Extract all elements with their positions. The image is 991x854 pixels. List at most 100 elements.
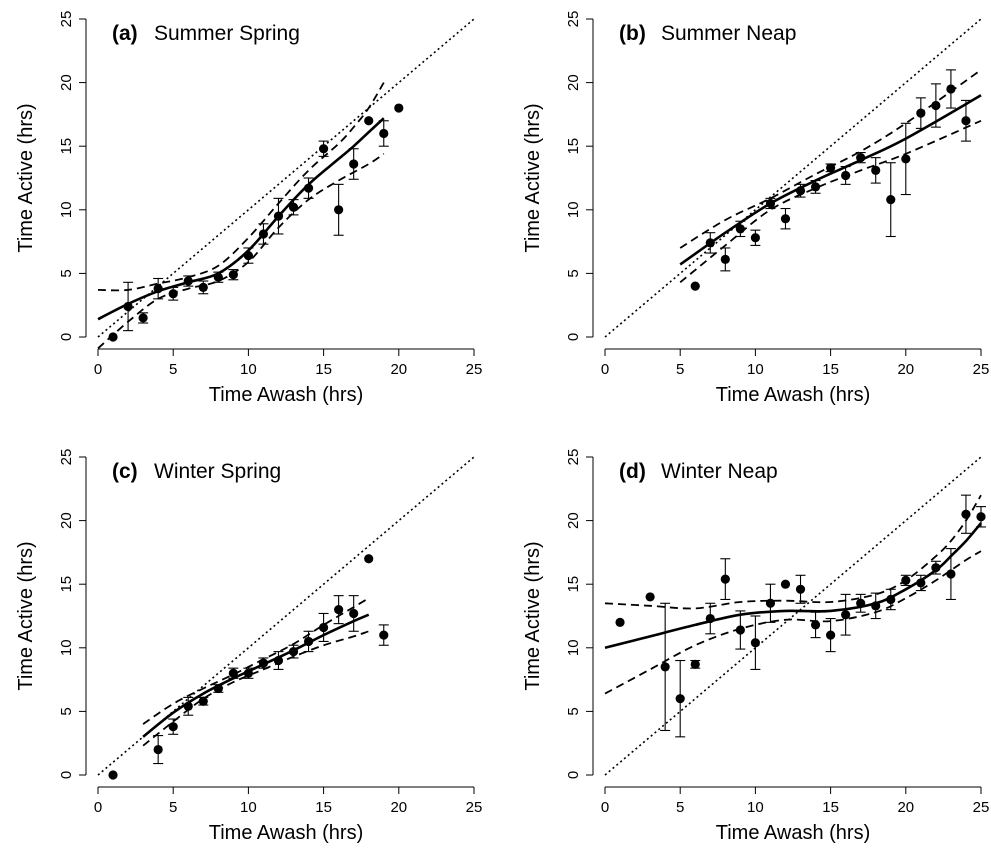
data-point (153, 744, 163, 755)
panel-tag: (b) (619, 22, 646, 45)
y-tick-label: 10 (565, 639, 582, 656)
y-tick-label: 20 (565, 74, 582, 91)
data-point (349, 159, 359, 169)
data-point (243, 250, 253, 261)
reference-line (97, 18, 475, 338)
data-point (931, 100, 941, 111)
y-tick-label: 15 (565, 576, 582, 593)
fit-curve (604, 522, 982, 650)
data-point (288, 647, 299, 657)
data-point (228, 668, 238, 678)
data-point (916, 108, 926, 118)
data-point (901, 575, 911, 585)
panel-a: 0 5 10 15 20 25 0 5 10 15 20 25 Time Awash (hrs) Time… (15, 11, 482, 406)
data-point (961, 509, 971, 519)
data-point (394, 103, 404, 113)
x-tick-label: 20 (897, 799, 914, 816)
y-tick-label: 0 (58, 771, 75, 779)
data-point (319, 144, 329, 154)
ci-lower-curve (679, 119, 982, 283)
x-tick-label: 20 (390, 361, 407, 378)
ci-upper-curve (97, 82, 385, 292)
data-point (856, 153, 866, 163)
data-point (334, 605, 344, 615)
data-point (319, 622, 329, 633)
x-axis-title: Time Awash (hrs) (209, 384, 363, 406)
x-tick-label: 15 (315, 361, 332, 378)
data-point (183, 701, 193, 711)
y-tick-label: 20 (565, 512, 582, 529)
x-axis-title: Time Awash (hrs) (716, 822, 870, 844)
reference-line (604, 456, 982, 776)
panel-title: Summer Spring (154, 22, 300, 45)
data-point (856, 598, 866, 608)
data-point (946, 569, 956, 579)
x-tick-label: 25 (973, 361, 990, 378)
x-tick-label: 0 (94, 361, 102, 378)
fit-curve (97, 117, 385, 321)
reference-line (604, 18, 982, 338)
x-tick-label: 15 (315, 799, 332, 816)
x-tick-label: 25 (466, 799, 483, 816)
x-tick-label: 5 (676, 361, 684, 378)
data-point (258, 658, 269, 668)
data-point (379, 630, 389, 640)
data-point (705, 613, 715, 624)
data-point (258, 229, 269, 239)
data-point (168, 722, 178, 732)
data-point (841, 170, 851, 181)
data-point (765, 198, 776, 209)
x-tick-label: 25 (466, 361, 483, 378)
y-tick-label: 0 (58, 333, 75, 341)
data-point (720, 254, 730, 265)
y-tick-label: 25 (565, 11, 582, 28)
data-point (780, 579, 791, 589)
data-point (826, 630, 836, 640)
y-tick-label: 15 (58, 576, 75, 593)
x-tick-label: 15 (822, 799, 839, 816)
y-tick-label: 25 (565, 449, 582, 466)
x-axis-title: Time Awash (hrs) (209, 822, 363, 844)
data-point (168, 289, 178, 299)
y-tick-label: 5 (58, 269, 75, 277)
ci-upper-curve (142, 597, 370, 725)
data-point (916, 578, 926, 588)
data-point (810, 620, 821, 630)
y-tick-label: 10 (58, 201, 75, 218)
data-point (976, 512, 986, 522)
data-point (228, 270, 238, 280)
y-tick-label: 0 (565, 333, 582, 341)
data-point (243, 668, 253, 678)
data-point (795, 584, 806, 594)
panel-b: 0 5 10 15 20 25 0 5 10 15 20 25 Time Awash (hrs) Time… (522, 11, 989, 406)
panel-title: Winter Spring (154, 460, 281, 483)
data-point (765, 598, 776, 608)
data-point (334, 205, 344, 215)
y-tick-label: 20 (58, 74, 75, 91)
y-axis-title: Time Active (hrs) (522, 541, 544, 690)
x-tick-label: 15 (822, 361, 839, 378)
data-point (886, 195, 896, 205)
data-point (750, 638, 761, 648)
data-point (780, 214, 791, 224)
panel-title: Winter Neap (661, 460, 778, 483)
y-axis-title: Time Active (hrs) (522, 103, 544, 252)
data-point (645, 592, 655, 602)
data-point (273, 211, 284, 221)
data-point (750, 233, 761, 243)
x-tick-label: 20 (390, 799, 407, 816)
data-point (660, 662, 670, 672)
x-tick-label: 0 (601, 361, 609, 378)
y-axis-title: Time Active (hrs) (15, 103, 37, 252)
data-point (946, 84, 956, 94)
data-point (303, 183, 314, 193)
data-point (213, 272, 223, 282)
y-tick-label: 20 (58, 512, 75, 529)
data-point (615, 617, 625, 627)
x-axis-title: Time Awash (hrs) (716, 384, 870, 406)
data-point (901, 154, 911, 164)
x-tick-label: 5 (676, 799, 684, 816)
panel-d: 0 5 10 15 20 25 0 5 10 15 20 25 Time Awash (hrs) Time… (522, 449, 989, 844)
y-tick-label: 15 (565, 138, 582, 155)
data-point (303, 636, 314, 647)
